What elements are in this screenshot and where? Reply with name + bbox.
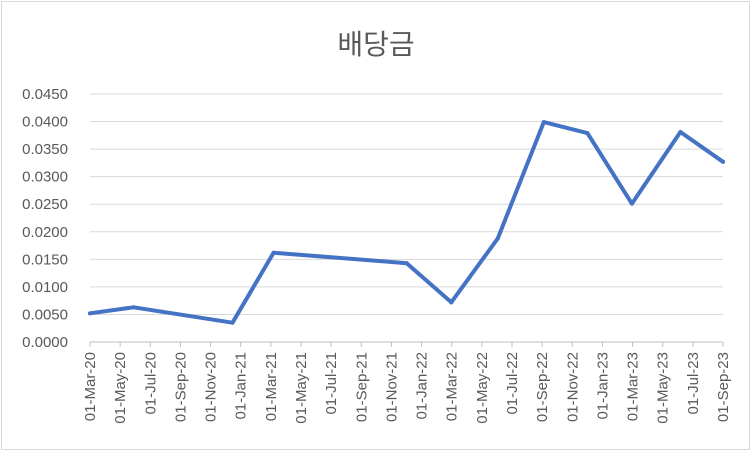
data-point [678, 130, 683, 135]
x-tick-label: 01-Nov-21 [383, 352, 400, 422]
x-tick-label: 01-Mar-22 [444, 352, 461, 421]
x-tick-label: 01-Jul-22 [504, 352, 521, 415]
x-tick-label: 01-May-23 [655, 352, 672, 424]
data-point [271, 250, 276, 255]
data-point [131, 305, 136, 310]
x-tick-label: 01-May-21 [293, 352, 310, 424]
x-tick-label: 01-Sep-23 [715, 352, 732, 422]
x-tick-label: 01-Mar-20 [82, 352, 99, 421]
x-tick-label: 01-Sep-21 [353, 352, 370, 422]
y-tick-label: 0.0300 [22, 169, 68, 186]
series-line [88, 120, 725, 325]
x-tick-label: 01-Nov-20 [203, 352, 220, 422]
y-tick-label: 0.0400 [22, 114, 68, 131]
x-tick-label: 01-Jan-23 [594, 352, 611, 420]
y-tick-label: 0.0150 [22, 251, 68, 268]
x-tick-label: 01-Mar-23 [625, 352, 642, 421]
y-tick-label: 0.0100 [22, 279, 68, 296]
y-tick-label: 0.0000 [22, 334, 68, 351]
x-tick-label: 01-May-22 [474, 352, 491, 424]
data-point [629, 201, 634, 206]
gridlines [90, 93, 723, 315]
x-tick-label: 01-Jul-23 [685, 352, 702, 415]
chart-title: 배당금 [337, 28, 414, 61]
x-tick-label: 01-Jan-21 [233, 352, 250, 420]
data-point [449, 300, 454, 305]
data-point [541, 120, 546, 125]
x-tick-label: 01-Jul-20 [142, 352, 159, 415]
y-tick-label: 0.0050 [22, 306, 68, 323]
x-tick-label: 01-Mar-21 [263, 352, 280, 421]
y-tick-label: 0.0450 [22, 86, 68, 103]
series-group [88, 120, 725, 325]
data-point [88, 311, 92, 316]
data-point [585, 131, 590, 136]
x-axis-ticks: 01-Mar-20 01-May-20 01-Jul-20 01-Sep-20 01-N… [82, 342, 732, 424]
data-point [230, 320, 235, 325]
x-tick-label: 01-Nov-22 [564, 352, 581, 422]
y-axis-ticks: 0.0000 0.0050 0.0100 0.0150 0.0200 0.0250 0.03… [22, 86, 68, 351]
x-tick-label: 01-Sep-22 [534, 352, 551, 422]
x-tick-label: 01-Sep-20 [172, 352, 189, 422]
x-tick-label: 01-Jan-22 [414, 352, 431, 420]
data-point [721, 159, 725, 164]
y-tick-label: 0.0350 [22, 141, 68, 158]
x-tick-label: 01-Jul-21 [323, 352, 340, 415]
y-tick-label: 0.0200 [22, 224, 68, 241]
x-tick-label: 01-May-20 [112, 352, 129, 424]
y-tick-label: 0.0250 [22, 196, 68, 213]
data-point [495, 236, 500, 241]
data-point [404, 261, 409, 266]
